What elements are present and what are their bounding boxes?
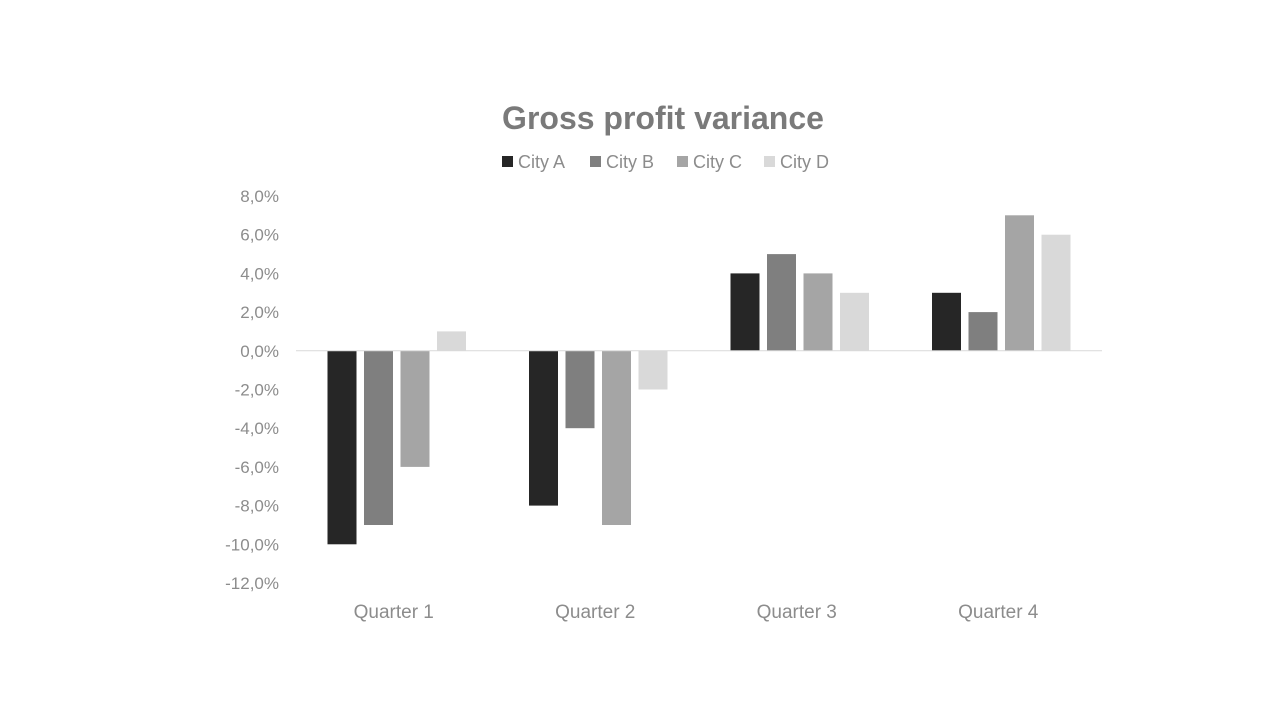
y-tick-label: 8,0% bbox=[240, 187, 279, 206]
y-tick-label: 2,0% bbox=[240, 303, 279, 322]
legend: City A City B City C City D bbox=[502, 152, 829, 172]
bar bbox=[364, 350, 393, 525]
legend-label: City A bbox=[518, 152, 565, 172]
bar bbox=[400, 350, 430, 467]
bar bbox=[437, 331, 466, 351]
y-tick-label: -8,0% bbox=[235, 497, 279, 516]
legend-swatch bbox=[764, 156, 775, 167]
x-axis: Quarter 1 Quarter 2 Quarter 3 Quarter 4 bbox=[354, 602, 1039, 623]
y-tick-label: -10,0% bbox=[225, 535, 279, 554]
bar bbox=[529, 350, 558, 506]
y-tick-label: -6,0% bbox=[235, 458, 279, 477]
legend-label: City C bbox=[693, 152, 742, 172]
y-tick-label: 0,0% bbox=[240, 342, 279, 361]
bar bbox=[840, 292, 869, 351]
legend-item: City B bbox=[590, 152, 654, 172]
bar bbox=[767, 254, 796, 351]
bar bbox=[1005, 215, 1034, 351]
legend-item: City D bbox=[764, 152, 829, 172]
bar bbox=[968, 312, 998, 351]
x-tick-label: Quarter 4 bbox=[958, 602, 1039, 623]
legend-swatch bbox=[502, 156, 513, 167]
bar bbox=[730, 273, 760, 351]
bar bbox=[327, 350, 357, 545]
series-city-b bbox=[364, 254, 998, 525]
bar bbox=[803, 273, 833, 351]
y-tick-label: 4,0% bbox=[240, 264, 279, 283]
y-tick-label: -12,0% bbox=[225, 574, 279, 593]
bar bbox=[638, 350, 668, 390]
legend-label: City B bbox=[606, 152, 654, 172]
y-tick-label: -2,0% bbox=[235, 381, 279, 400]
chart-title: Gross profit variance bbox=[502, 100, 824, 136]
legend-item: City A bbox=[502, 152, 565, 172]
x-tick-label: Quarter 1 bbox=[354, 602, 434, 623]
legend-swatch bbox=[590, 156, 601, 167]
legend-label: City D bbox=[780, 152, 829, 172]
bar bbox=[565, 350, 595, 429]
series-city-c bbox=[400, 215, 1034, 525]
x-tick-label: Quarter 2 bbox=[555, 602, 635, 623]
bar bbox=[1041, 234, 1071, 351]
y-tick-label: 6,0% bbox=[240, 226, 279, 245]
x-tick-label: Quarter 3 bbox=[757, 602, 837, 623]
y-tick-label: -4,0% bbox=[235, 419, 279, 438]
bar bbox=[602, 350, 631, 525]
y-axis: 8,0% 6,0% 4,0% 2,0% 0,0% -2,0% -4,0% -6,0% -8,0%… bbox=[225, 187, 279, 593]
plot-area bbox=[296, 215, 1102, 545]
legend-swatch bbox=[677, 156, 688, 167]
series-city-a bbox=[327, 273, 961, 545]
legend-item: City C bbox=[677, 152, 742, 172]
series-city-d bbox=[437, 234, 1071, 390]
bar bbox=[932, 292, 961, 351]
